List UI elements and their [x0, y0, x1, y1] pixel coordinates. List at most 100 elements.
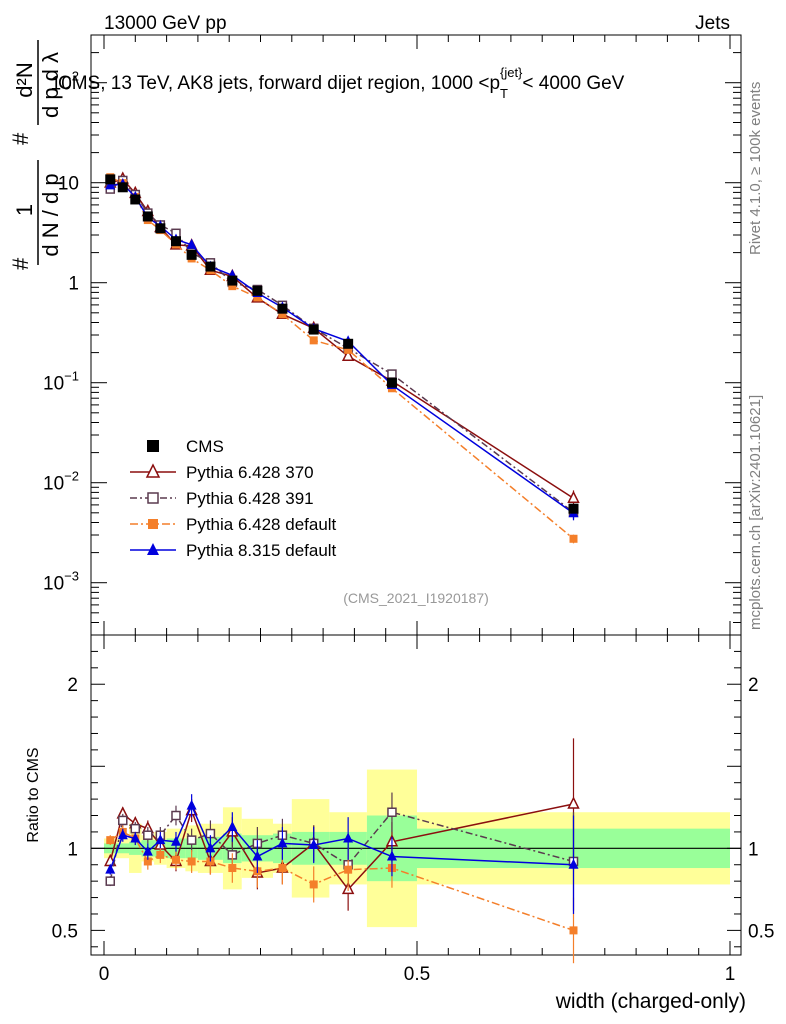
ratio-point-pythia-6-428-default — [171, 855, 180, 864]
ratio-point-pythia-6-428-391 — [118, 815, 128, 826]
main-point-cms — [130, 194, 141, 205]
main-point-cms — [568, 503, 579, 514]
title-post: < 4000 GeV — [522, 73, 624, 94]
main-point-pythia-6-428-default — [228, 282, 237, 291]
ratio-point-pythia-6-428-default — [309, 880, 318, 889]
legend-label: Pythia 6.428 391 — [186, 489, 314, 508]
ratio-point-pythia-6-428-default — [228, 864, 237, 873]
ratio-point-pythia-6-428-default — [344, 865, 353, 874]
ratio-point-pythia-8-315-default — [386, 850, 397, 861]
ratio-point-pythia-8-315-default — [568, 858, 579, 869]
ratio-point-pythia-8-315-default — [343, 832, 354, 843]
main-point-pythia-8-315-default — [186, 238, 197, 249]
ratio-tick-label-right: 0.5 — [748, 921, 774, 942]
main-point-cms — [252, 285, 263, 296]
legend-marker — [147, 440, 159, 452]
ratio-point-pythia-6-428-391 — [130, 823, 141, 834]
ratio-point-pythia-8-315-default — [227, 821, 238, 831]
ratio-point-pythia-6-428-391 — [171, 810, 181, 821]
legend: CMS Pythia 6.428 370 Pythia 6.428 391 Pythi… — [130, 437, 337, 560]
ratio-tick-label-right: 2 — [748, 675, 759, 696]
side-label-mcplots: mcplots.cern.ch [arXiv:2401.10621] — [747, 395, 764, 630]
main-point-pythia-6-428-default — [344, 345, 353, 354]
ratio-point-pythia-8-315-default — [277, 837, 288, 848]
legend-label: Pythia 6.428 default — [186, 515, 337, 534]
main-point-pythia-6-428-default — [309, 336, 318, 345]
x-tick-label: 1 — [725, 964, 736, 985]
ratio-point-pythia-6-428-391 — [143, 830, 153, 840]
ratio-point-pythia-6-428-default — [278, 864, 287, 873]
ratio-point-pythia-6-428-391 — [387, 807, 397, 817]
main-point-cms — [117, 182, 128, 193]
header-right: Jets — [695, 13, 730, 34]
ratio-point-pythia-6-428-default — [143, 857, 152, 866]
ratio-point-pythia-8-315-default — [155, 834, 166, 845]
x-tick-label: 0.5 — [404, 964, 430, 985]
main-point-cms — [170, 236, 181, 247]
y-tick-label: 10 — [58, 174, 79, 195]
main-point-cms — [277, 303, 288, 314]
main-point-pythia-6-428-default — [569, 534, 578, 543]
ratio-point-pythia-8-315-default — [130, 832, 141, 843]
main-series — [104, 171, 580, 544]
ratio-point-pythia-6-428-370 — [567, 796, 580, 809]
title-sup: {jet} — [500, 65, 523, 80]
legend-marker — [145, 463, 161, 478]
main-point-cms — [142, 211, 153, 222]
main-point-cms — [205, 261, 216, 272]
main-point-cms — [155, 223, 166, 234]
ratio-point-pythia-6-428-391 — [186, 835, 197, 845]
ratio-series — [104, 738, 580, 964]
ratio-point-pythia-6-428-default — [106, 836, 115, 845]
main-point-pythia-6-428-370 — [567, 490, 580, 504]
ratio-tick-label: 0.5 — [52, 921, 78, 942]
ratio-point-pythia-6-428-default — [569, 926, 578, 935]
x-tick-label: 0 — [99, 964, 110, 985]
header-left: 13000 GeV pp — [104, 13, 227, 34]
side-label-rivet: Rivet 4.1.0, ≥ 100k events — [747, 82, 764, 255]
ratio-tick-label: 1 — [67, 839, 78, 860]
main-point-cms — [227, 275, 238, 286]
ratio-point-pythia-8-315-default — [117, 829, 128, 840]
main-point-cms — [308, 324, 319, 335]
axis-ticks: 0 0.5 1 10−3 10−2 10−1 1 10 102 0.5 0.5 1 1 2 2 — [43, 34, 774, 985]
analysis-id: (CMS_2021_I1920187) — [343, 590, 489, 606]
main-point-cms — [386, 377, 397, 388]
y-tick-label: 10−2 — [43, 469, 79, 495]
ratio-point-pythia-8-315-default — [308, 839, 319, 850]
y-tick-label: 10−3 — [43, 569, 79, 595]
ratio-tick-label-right: 1 — [748, 839, 759, 860]
main-point-pythia-6-428-370 — [341, 348, 355, 362]
y-label-hash2: # — [8, 132, 33, 145]
ratio-point-pythia-6-428-391 — [105, 876, 116, 886]
main-point-pythia-6-428-default — [253, 293, 262, 302]
y-label-frac2-den: d p d λ — [38, 52, 63, 118]
main-point-pythia-6-428-default — [278, 310, 287, 319]
ratio-point-pythia-8-315-default — [142, 845, 153, 856]
legend-label: CMS — [186, 437, 224, 456]
legend-marker — [147, 543, 159, 555]
ratio-y-label: Ratio to CMS — [25, 747, 42, 842]
x-axis-label: width (charged-only) — [555, 990, 746, 1013]
main-point-pythia-6-428-391 — [387, 369, 397, 379]
y-label-frac1-num: 1 — [12, 204, 37, 216]
ratio-point-pythia-6-428-default — [156, 850, 165, 859]
ratio-point-pythia-8-315-default — [170, 835, 181, 846]
ratio-tick-label: 2 — [67, 675, 78, 696]
ratio-point-pythia-8-315-default — [105, 863, 116, 874]
ratio-point-pythia-8-315-default — [205, 842, 216, 853]
ratio-point-pythia-6-428-default — [187, 857, 196, 866]
y-label-frac2-num: d²N — [12, 62, 37, 97]
y-label-frac1-den: d N / d p — [38, 173, 63, 256]
legend-marker — [147, 492, 159, 504]
ratio-point-pythia-8-315-default — [252, 850, 263, 861]
y-axis-label: # 1 d N / d p # d²N d p d λ — [8, 40, 63, 270]
legend-label: Pythia 6.428 370 — [186, 463, 314, 482]
y-tick-label: 102 — [51, 69, 79, 95]
y-label-hash1: # — [8, 257, 33, 270]
main-point-cms — [105, 174, 116, 185]
main-point-cms — [186, 249, 197, 260]
ratio-line-pythia-6-428-default — [109, 831, 574, 932]
title-pre: CMS, 13 TeV, AK8 jets, forward dijet reg… — [58, 73, 500, 94]
